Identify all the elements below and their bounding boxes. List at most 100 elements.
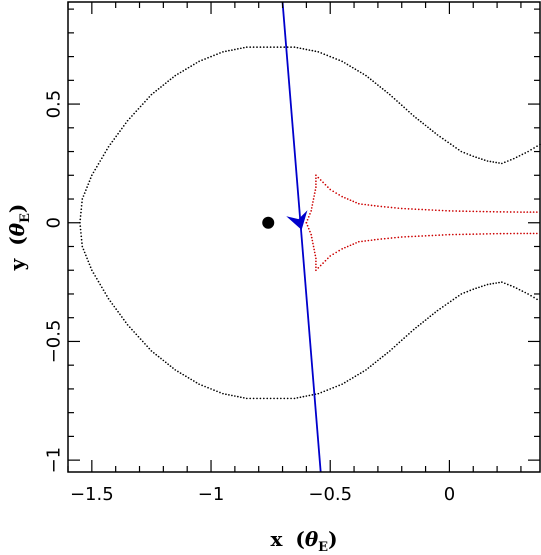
critical-curve-point: [80, 235, 83, 238]
caustic-lower-point: [352, 243, 355, 245]
critical-curve-point: [111, 303, 114, 305]
critical-curve-point: [204, 385, 206, 388]
critical-curve-point: [396, 343, 398, 346]
critical-curve-point: [94, 275, 97, 277]
critical-curve-point: [299, 47, 302, 50]
critical-curve-point: [415, 326, 417, 329]
caustic-upper-point: [431, 209, 434, 211]
critical-curve-point: [533, 296, 535, 299]
critical-curve-point: [164, 82, 167, 85]
caustic-lower-point: [431, 234, 434, 237]
caustic-lower-point: [455, 233, 458, 236]
ticks-layer: [67, 2, 540, 472]
critical-curve-point: [82, 195, 85, 197]
caustic-upper-point: [312, 201, 314, 203]
critical-curve-point: [269, 397, 272, 400]
critical-curve-point: [444, 139, 447, 142]
critical-curve-point: [536, 145, 538, 148]
critical-curve-point: [81, 242, 83, 244]
x-axis-label-var: x: [270, 527, 283, 551]
critical-curve-point: [434, 311, 436, 314]
critical-curve-point: [308, 49, 311, 51]
caustic-lower-point: [387, 237, 389, 240]
caustic-upper-point: [312, 198, 315, 200]
caustic-lower-point: [313, 248, 315, 251]
caustic-upper-point: [529, 211, 532, 213]
critical-curve-point: [381, 88, 384, 90]
caustic-upper-point: [357, 202, 360, 205]
critical-curve-point: [283, 46, 286, 48]
critical-curve-point: [90, 174, 93, 177]
critical-curve-point: [95, 277, 98, 280]
critical-curve-point: [478, 286, 480, 289]
critical-curve-point: [455, 147, 457, 149]
caustic-lower-point: [421, 235, 424, 237]
series-layer: [79, 2, 541, 473]
y-tick-label: −1: [44, 447, 65, 474]
critical-curve-point: [234, 395, 236, 397]
critical-curve-point: [441, 306, 444, 308]
critical-curve-point: [530, 294, 532, 297]
caustic-upper-point: [370, 204, 373, 207]
critical-curve-point: [501, 162, 503, 165]
caustic-upper-point: [313, 192, 316, 194]
critical-curve-point: [343, 62, 346, 64]
caustic-upper-point: [479, 210, 481, 213]
critical-curve-point: [354, 68, 357, 71]
caustic-upper-point: [475, 210, 478, 213]
caustic-upper-point: [397, 207, 400, 210]
critical-curve-point: [106, 295, 108, 297]
caustic-upper-point: [338, 194, 341, 196]
critical-curve-point: [252, 46, 255, 48]
critical-curve-point: [259, 397, 262, 400]
critical-curve-point: [219, 391, 221, 394]
critical-curve-point: [483, 284, 486, 287]
caustic-upper-point: [309, 213, 311, 215]
caustic-lower-point: [373, 238, 376, 241]
critical-curve-point: [107, 145, 110, 148]
critical-curve-point: [228, 49, 230, 52]
critical-curve-point: [242, 46, 245, 49]
critical-curve-point: [512, 157, 515, 160]
critical-curve-point: [124, 321, 127, 324]
y-axis-label-var: y: [5, 257, 29, 271]
caustic-lower-point: [305, 221, 308, 224]
caustic-lower-point: [489, 232, 492, 235]
critical-curve-point: [135, 110, 138, 113]
critical-curve-point: [509, 159, 512, 161]
critical-curve-point: [349, 378, 351, 381]
critical-curve-point: [126, 323, 129, 326]
critical-curve-point: [515, 287, 518, 290]
critical-curve-point: [245, 397, 248, 400]
critical-curve-point: [478, 157, 480, 160]
critical-curve-point: [131, 115, 133, 117]
critical-curve-point: [185, 375, 187, 378]
critical-curve-point: [122, 318, 125, 321]
critical-curve-point: [506, 160, 509, 162]
critical-curve-point: [492, 282, 495, 285]
caustic-lower-point: [532, 232, 535, 235]
caustic-lower-point: [315, 263, 317, 266]
critical-curve-point: [245, 46, 248, 48]
critical-curve-point: [169, 78, 172, 81]
critical-curve-point: [495, 161, 497, 164]
critical-curve-point: [182, 373, 185, 376]
critical-curve-point: [365, 369, 367, 371]
critical-curve-point: [419, 323, 422, 325]
critical-curve-point: [90, 269, 93, 272]
critical-curve-point: [81, 201, 83, 204]
critical-curve-point: [384, 353, 386, 356]
caustic-upper-point: [314, 189, 317, 191]
critical-curve-point: [372, 363, 374, 366]
critical-curve-point: [113, 305, 116, 308]
caustic-upper-point: [455, 210, 458, 212]
caustic-lower-point: [520, 232, 522, 235]
critical-curve-point: [386, 351, 389, 354]
critical-curve-point: [436, 134, 439, 136]
caustic-upper-point: [516, 211, 519, 213]
caustic-upper-point: [417, 208, 420, 211]
caustic-lower-point: [311, 239, 314, 242]
critical-curve-point: [410, 330, 413, 333]
critical-curve-point: [403, 106, 405, 109]
critical-curve-point: [279, 397, 282, 400]
